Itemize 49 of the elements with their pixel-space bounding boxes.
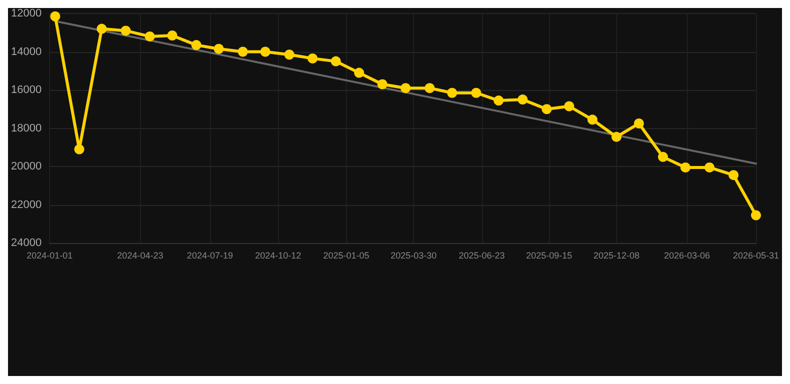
x-tick-label: 2026-03-06 — [664, 250, 710, 260]
point — [308, 53, 318, 64]
point — [214, 44, 224, 54]
point — [471, 88, 482, 98]
point — [728, 170, 739, 180]
point — [704, 162, 714, 172]
point — [494, 96, 504, 106]
point — [634, 118, 644, 128]
x-tick-label: 2024-10-12 — [255, 250, 302, 260]
point — [50, 11, 60, 22]
y-tick-label: 14000 — [10, 46, 42, 58]
point — [518, 94, 528, 105]
x-tick-label: 2025-09-15 — [526, 250, 572, 260]
point — [542, 104, 552, 114]
point — [680, 162, 690, 172]
point — [658, 152, 668, 162]
point — [191, 40, 202, 50]
point — [238, 46, 248, 57]
x-tick-label: 2025-01-05 — [323, 250, 370, 260]
y-tick-label: 16000 — [10, 84, 42, 96]
point — [96, 24, 107, 34]
point — [750, 210, 761, 220]
y-tick-label: 12000 — [10, 8, 42, 20]
point — [144, 31, 155, 42]
x-tick-label: 2024-04-23 — [117, 250, 164, 260]
point — [330, 56, 341, 66]
point — [120, 26, 131, 36]
point — [354, 68, 364, 78]
point — [564, 101, 574, 112]
y-tick-label: 24000 — [10, 237, 42, 249]
x-tick-label: 2025-12-08 — [593, 250, 640, 260]
y-tick-label: 18000 — [10, 122, 42, 134]
point — [611, 132, 622, 142]
x-tick-label: 2024-01-01 — [26, 250, 73, 260]
x-tick-label: 2026-05-31 — [732, 250, 780, 260]
point — [447, 88, 458, 98]
point — [74, 144, 84, 154]
x-tick-label: 2025-06-23 — [458, 250, 505, 260]
point — [587, 114, 598, 125]
point — [424, 83, 435, 94]
point — [284, 50, 294, 60]
point — [260, 46, 270, 57]
point — [400, 83, 411, 94]
point — [167, 30, 178, 40]
y-tick-label: 20000 — [10, 160, 42, 172]
x-tick-label: 2024-07-19 — [186, 250, 233, 260]
point — [377, 79, 388, 90]
y-tick-label: 22000 — [10, 198, 42, 211]
x-tick-label: 2025-03-30 — [390, 250, 437, 260]
